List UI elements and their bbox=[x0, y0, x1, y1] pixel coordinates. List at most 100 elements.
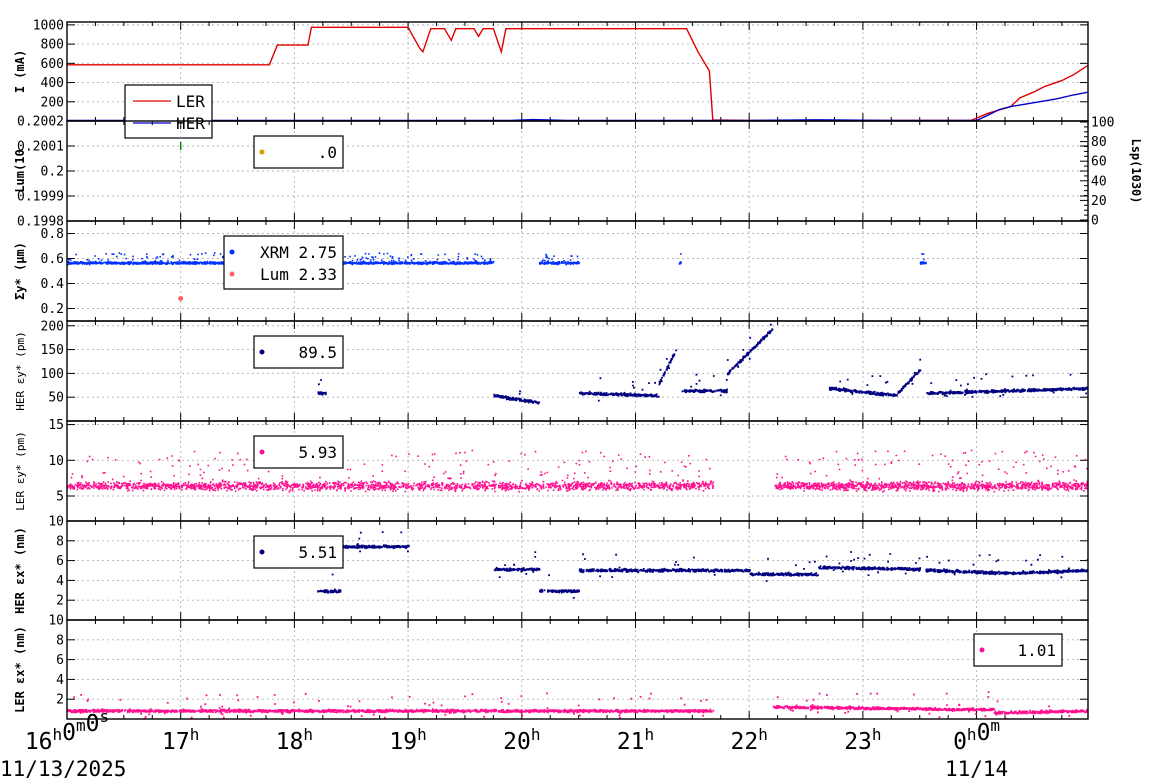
y-tick-label: 50 bbox=[48, 391, 64, 406]
panel-current: 200 400 600 800 1000 I (mA) LER HER bbox=[13, 18, 1089, 139]
y-axis-label: I (mA) bbox=[13, 50, 27, 93]
x-tick-label: 0h0m bbox=[953, 716, 1000, 755]
y-tick-label: 150 bbox=[41, 343, 64, 358]
data-segment bbox=[681, 373, 728, 397]
data-segment bbox=[926, 373, 1088, 398]
y-tick-label: 0.4 bbox=[41, 277, 65, 292]
data-layer bbox=[67, 449, 1088, 493]
right-y-tick-label: 100 bbox=[1091, 116, 1114, 131]
y-tick-label: 6 bbox=[56, 653, 64, 668]
legend-label: Lum 2.33 bbox=[260, 265, 337, 284]
legend: 5.51 bbox=[253, 535, 344, 569]
series-her bbox=[67, 91, 1088, 121]
legend-box bbox=[253, 535, 344, 569]
legend-label: 5.51 bbox=[298, 543, 337, 562]
y-tick-label: 8 bbox=[56, 633, 64, 648]
y-axis-label: LER εx* (nm) bbox=[13, 626, 27, 713]
data-layer bbox=[67, 691, 1088, 719]
date-label-start: 11/13/2025 bbox=[0, 757, 126, 781]
data-segment bbox=[897, 358, 922, 395]
data-segment bbox=[578, 553, 751, 578]
data-segment bbox=[658, 349, 677, 386]
data-point bbox=[178, 296, 184, 301]
legend: 1.01 bbox=[973, 633, 1063, 667]
data-band bbox=[678, 253, 682, 265]
legend-marker bbox=[259, 349, 265, 355]
data-segment bbox=[993, 700, 1088, 719]
legend-label: 5.93 bbox=[298, 443, 337, 462]
y-tick-label: 10 bbox=[48, 454, 64, 469]
y-tick-label: 8 bbox=[56, 534, 64, 549]
series-ler-x- bbox=[67, 691, 1088, 719]
y-tick-label: 6 bbox=[56, 554, 64, 569]
y-axis-label: Lum(10 bbox=[13, 149, 27, 192]
right-y-tick-label: 0 bbox=[1091, 214, 1099, 229]
panel-her_emit_y: 50 100 150 200 HER εy* (pm) 89.5 bbox=[14, 319, 1089, 422]
data-layer bbox=[67, 252, 927, 301]
x-tick-label: 19h bbox=[389, 725, 426, 755]
y-axis-label: LER εy* (pm) bbox=[14, 431, 27, 510]
y-tick-label: 200 bbox=[41, 319, 64, 334]
legend-label: 89.5 bbox=[298, 343, 337, 362]
panel-her_emit_x: 2 4 6 8 10 HER εx* (nm) 5.51 bbox=[13, 515, 1089, 621]
y-tick-label: 0.2 bbox=[41, 165, 64, 180]
right-y-tick-label: 60 bbox=[1091, 155, 1107, 170]
x-tick-label: 22h bbox=[731, 725, 768, 755]
legend-box bbox=[973, 633, 1063, 667]
data-segment bbox=[1011, 554, 1088, 579]
y-tick-label: 800 bbox=[41, 38, 64, 53]
right-y-axis-label: Lsp(1030) bbox=[1129, 138, 1143, 203]
data-layer bbox=[67, 26, 1088, 121]
legend: LER HER bbox=[124, 84, 213, 139]
data-segment bbox=[317, 573, 342, 594]
panel-frame bbox=[66, 420, 1089, 522]
series-lum bbox=[178, 296, 184, 301]
y-tick-label: 0.2 bbox=[41, 302, 64, 317]
legend-box bbox=[253, 335, 344, 369]
right-y-tick-label: 80 bbox=[1091, 135, 1107, 150]
right-y-tick-label: 20 bbox=[1091, 194, 1107, 209]
y-tick-label: 0.6 bbox=[41, 252, 64, 267]
x-tick-label: 16h0m0s bbox=[25, 707, 109, 755]
y-tick-label: 2 bbox=[56, 693, 64, 708]
legend-label: 1.01 bbox=[1017, 641, 1056, 660]
x-axis: 16h0m0s 17h 18h 19h 20h 21h 22h 23h 0h0m 11/13/20… bbox=[0, 707, 1008, 781]
series-line-ler bbox=[67, 26, 1088, 121]
data-segment bbox=[818, 551, 921, 576]
legend-label: .0 bbox=[318, 143, 337, 162]
panel-ler_emit_y: 5 10 15 LER εy* (pm) 5.93 bbox=[14, 418, 1089, 522]
legend-marker bbox=[259, 449, 265, 455]
y-axis-label: HER εx* (nm) bbox=[13, 527, 27, 614]
data-segment bbox=[726, 323, 774, 376]
legend: 89.5 bbox=[253, 335, 344, 369]
data-band bbox=[67, 449, 715, 493]
y-axis-label: HER εy* (pm) bbox=[14, 331, 27, 410]
legend: XRM 2.75 Lum 2.33 bbox=[223, 235, 344, 290]
data-segment bbox=[67, 692, 715, 719]
y-tick-label: 10 bbox=[48, 515, 64, 530]
data-layer bbox=[317, 323, 1088, 405]
y-tick-label: 0.2001 bbox=[17, 140, 64, 155]
y-tick-label: 0.2002 bbox=[17, 115, 64, 130]
y-tick-label: 0.8 bbox=[41, 227, 64, 242]
data-segment bbox=[493, 551, 541, 578]
legend-marker bbox=[979, 647, 985, 653]
data-band bbox=[539, 253, 580, 266]
data-band bbox=[919, 253, 927, 265]
series-ler bbox=[67, 26, 1088, 121]
data-band bbox=[325, 252, 495, 266]
series-ler-y- bbox=[67, 449, 1088, 493]
y-tick-label: 100 bbox=[41, 367, 64, 382]
right-y-tick-label: 40 bbox=[1091, 174, 1107, 189]
legend-box bbox=[124, 84, 213, 139]
date-label-next: 11/14 bbox=[945, 757, 1008, 781]
panel-sigma_y: 0.2 0.4 0.6 0.8 Σy* (μm) XRM 2.75 Lum 2.33 bbox=[13, 220, 1089, 322]
series-her-x- bbox=[317, 531, 1088, 599]
legend-marker bbox=[259, 549, 265, 555]
y-tick-label: 10 bbox=[48, 614, 64, 629]
legend: .0 bbox=[253, 135, 344, 169]
y-tick-label: 4 bbox=[56, 673, 64, 688]
panel-frame bbox=[66, 320, 1089, 422]
legend-label: XRM 2.75 bbox=[260, 243, 337, 262]
